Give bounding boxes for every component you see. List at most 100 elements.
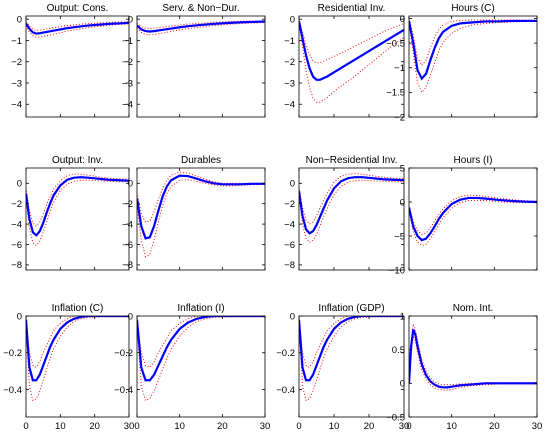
y-tick-label: −3 [284,78,295,89]
y-tick-label: 0.5 [392,345,405,356]
irf-mean-line [137,20,265,33]
confidence-band-line [26,173,129,227]
irf-mean-line [26,316,129,382]
y-tick-label: −0.2 [3,348,22,359]
y-tick-label: −2 [394,112,405,123]
y-tick-label: 0 [290,179,295,190]
irf-mean-line [409,19,537,81]
y-tick-label: −8 [284,260,295,271]
y-tick-label: −10 [389,265,405,276]
x-tick-label: 30 [532,421,543,432]
y-tick-label: 0 [400,197,405,208]
subplot-5: Output: Inv. 0 −2 −4 −6 −8 [11,155,130,271]
x-tick-label: 20 [489,421,500,432]
confidence-band-line [137,20,265,30]
confidence-band-line [299,173,404,225]
series-group [26,21,129,38]
subplot-9: Inflation (C) 0 −0.2 −0.4 0 10 20 30 [3,303,134,432]
y-tick-label: −0.4 [114,385,133,396]
y-tick-label: −1 [394,63,405,74]
subplot-title: Output: Inv. [52,155,103,166]
subplot-title: Inflation (I) [177,303,224,314]
irf-mean-line [409,196,537,242]
y-tick-label: −5 [394,231,405,242]
y-tick-label: −2 [284,199,295,210]
irf-mean-line [409,329,537,389]
subplot-3: Residential Inv. 0 −1 −2 −3 −4 [284,3,405,118]
subplot-1: Output: Cons. 0 −1 −2 −3 −4 [11,3,130,118]
confidence-band-line [409,194,537,236]
y-tick-label: 0 [128,311,133,322]
confidence-band-line [137,179,265,258]
irf-mean-line [299,316,404,382]
series-group [409,323,537,391]
subplot-title: Inflation (C) [52,303,104,314]
axes-frame [25,167,130,271]
confidence-band-line [409,199,537,247]
subplot-11: Inflation (GDP)0−0.2−0.40 10 20 30 [276,303,409,432]
y-tick-label: −1.5 [386,88,405,99]
x-tick-label: 30 [260,421,271,432]
axes-frame [408,315,538,418]
y-tick-label: −1 [284,36,295,47]
series-group [409,194,537,247]
subplot-title: Non−Residential Inv. [306,155,398,166]
y-tick-label: −3 [11,78,22,89]
axes-frame [408,167,538,271]
y-tick-label: 0 [290,14,295,25]
subplot-title: Durables [181,155,221,166]
y-tick-label: 0 [17,14,22,25]
subplot-10: Inflation (I) 0 −0.2 −0.4 0 10 20 30 [114,303,270,432]
y-tick-label: −4 [284,219,295,230]
series-group [137,171,265,258]
y-tick-label: 0 [17,179,22,190]
y-tick-label: −8 [122,260,133,271]
series-group [299,20,404,103]
axes-frame [136,167,266,271]
confidence-band-line [409,334,537,391]
x-tick-label: 30 [399,421,410,432]
confidence-band-line [409,20,537,94]
subplot-title: Residential Inv. [318,3,386,14]
subplot-title: Hours (I) [454,155,493,166]
axes-frame [136,315,266,418]
y-tick-label: −4 [122,100,133,111]
subplot-title: Nom. Int. [453,303,494,314]
y-tick-label: −4 [11,219,22,230]
y-tick-label: −0.2 [114,348,133,359]
subplot-4: Hours (C) 0 −0.5 −1 −1.5 −2 [386,3,538,123]
subplot-6: Durables 0 −2 −4 −6 −8 [122,155,266,271]
axes-frame [25,15,130,118]
irf-mean-line [299,176,404,235]
y-tick-label: 0 [400,379,405,390]
y-tick-label: 5 [400,163,405,174]
confidence-band-line [299,316,404,402]
y-tick-label: −4 [122,219,133,230]
x-tick-label: 0 [296,421,301,432]
axes-frame [298,15,405,118]
y-tick-label: −4 [284,100,295,111]
axes-frame [298,167,405,271]
y-tick-label: 0 [290,311,295,322]
confidence-band-line [409,19,537,67]
y-tick-label: −2 [11,199,22,210]
y-tick-label: −0.4 [276,385,295,396]
y-tick-label: −6 [11,240,22,251]
series-group [26,173,129,247]
y-tick-label: −3 [122,78,133,89]
series-group [137,316,265,402]
y-tick-label: −0.5 [386,412,405,423]
y-tick-label: −0.4 [3,385,22,396]
y-tick-label: −4 [11,100,22,111]
subplot-8: Hours (I) 5 0 −5 −10 [389,155,538,276]
y-tick-label: −2 [122,57,133,68]
subplot-title: Serv. & Non−Dur. [162,3,239,14]
x-tick-label: 10 [174,421,185,432]
confidence-band-line [299,20,404,64]
y-tick-label: −0.2 [276,348,295,359]
axes-frame [25,315,130,418]
confidence-band-line [299,316,352,369]
y-tick-label: −8 [11,260,22,271]
y-tick-label: −6 [284,240,295,251]
